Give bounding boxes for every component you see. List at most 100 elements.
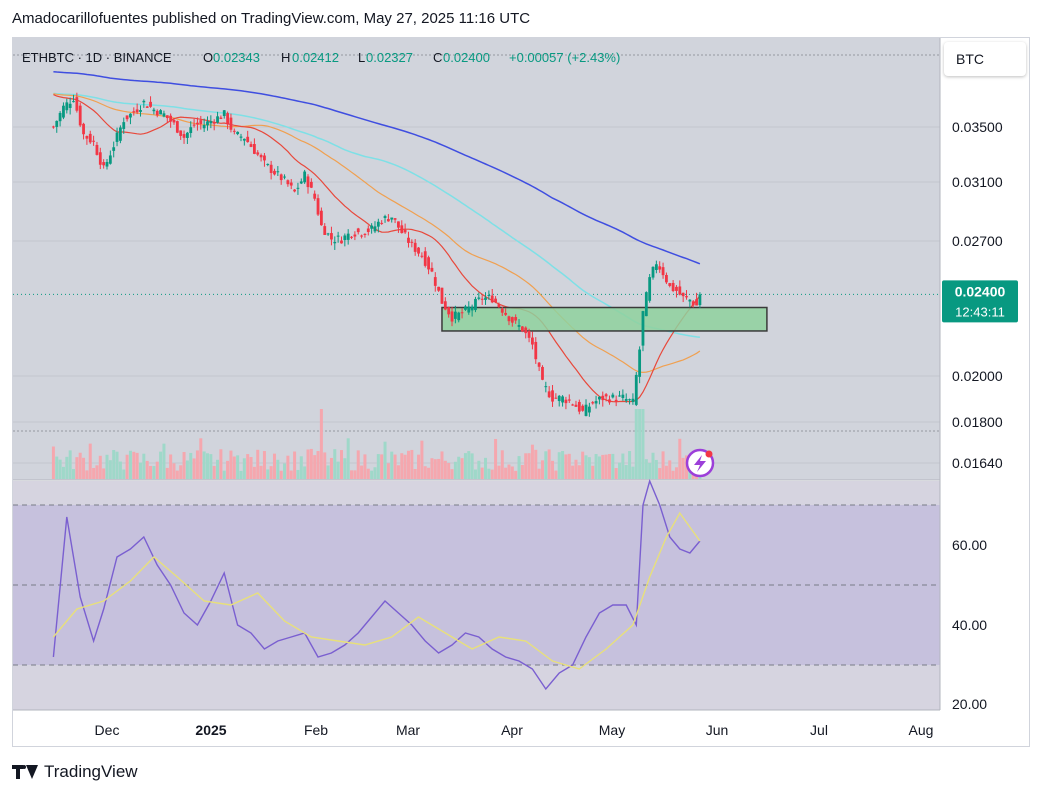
volume-bar (313, 455, 317, 479)
volume-bar (289, 470, 293, 479)
candle-body (500, 308, 504, 313)
volume-bar (256, 449, 260, 479)
volume-bar (477, 460, 481, 479)
candle-body (72, 101, 75, 103)
candle-body (269, 164, 273, 173)
candle-body (440, 287, 444, 304)
candle-body (393, 218, 397, 220)
candle-body (628, 399, 631, 401)
candle-body (427, 257, 430, 270)
candle-body (182, 134, 186, 138)
candle-body (236, 131, 240, 135)
volume-bar (514, 470, 518, 479)
volume-bar (400, 453, 404, 479)
candle-body (490, 295, 494, 303)
volume-bar (447, 462, 451, 479)
candle-body (85, 136, 89, 139)
volume-bar (309, 448, 313, 479)
volume-bar (159, 451, 163, 479)
candle-body (480, 298, 484, 300)
candle-body (326, 233, 330, 235)
candle-body (336, 235, 340, 237)
time-tick-label: Jul (810, 722, 828, 738)
flash-event-icon[interactable] (685, 448, 715, 478)
legend-low-label: L (358, 50, 365, 65)
candle-body (313, 193, 317, 199)
candle-body (319, 210, 323, 226)
volume-bar (346, 438, 350, 479)
last-price-label: 0.02400 (955, 283, 1006, 299)
volume-bar (577, 465, 581, 479)
price-axis-background (941, 38, 1029, 710)
volume-bar (339, 450, 343, 479)
candle-body (266, 163, 270, 165)
candle-body (507, 316, 511, 322)
candle-body (219, 117, 223, 119)
volume-bar (189, 452, 193, 479)
candle-body (175, 121, 179, 133)
candle-body (95, 144, 99, 155)
candle-body (52, 126, 55, 128)
volume-bar (601, 454, 605, 479)
volume-bar (242, 458, 246, 479)
candle-body (403, 229, 407, 233)
candle-body (289, 182, 293, 186)
volume-bar (303, 466, 307, 479)
candle-body (561, 396, 564, 403)
volume-bar (547, 449, 551, 479)
volume-bar (567, 453, 571, 479)
candle-body (644, 292, 648, 317)
volume-bar (78, 452, 82, 479)
candle-body (242, 138, 246, 141)
volume-bar (175, 470, 179, 479)
volume-bar (88, 443, 92, 479)
volume-bar (490, 469, 494, 479)
candle-body (98, 152, 102, 165)
candle-body (695, 299, 698, 306)
volume-bar (487, 468, 491, 479)
candle-body (410, 241, 414, 243)
volume-bar (165, 467, 169, 479)
volume-bar (229, 450, 233, 479)
candle-body (665, 274, 668, 283)
candle-body (581, 405, 585, 411)
candle-body (591, 402, 595, 404)
candle-body (125, 115, 129, 120)
currency-button[interactable]: BTC (944, 42, 1026, 76)
tradingview-logo-icon (12, 765, 38, 779)
volume-bar (406, 450, 410, 479)
candle-body (185, 132, 189, 138)
volume-bar (350, 470, 354, 479)
price-tick-label: 0.02000 (952, 368, 1003, 384)
volume-bar (128, 450, 132, 479)
volume-bar (654, 459, 658, 479)
volume-bar (638, 409, 642, 479)
candle-body (55, 120, 59, 127)
volume-bar (437, 458, 441, 479)
volume-bar (403, 454, 407, 479)
candle-body (611, 394, 615, 398)
volume-bar (185, 460, 189, 479)
support-zone-rect[interactable] (441, 306, 768, 332)
candle-body (641, 311, 645, 346)
tradingview-brand[interactable]: TradingView (12, 762, 138, 782)
volume-bar (484, 457, 488, 479)
candle-body (443, 301, 447, 310)
volume-bar (537, 468, 541, 479)
candle-body (356, 228, 360, 233)
volume-bar (132, 451, 136, 479)
candle-body (514, 317, 518, 321)
candle-body (594, 401, 598, 404)
candle-body (577, 401, 581, 412)
time-tick-label: Feb (304, 722, 328, 738)
candle-body (618, 395, 621, 397)
time-tick-label: Aug (909, 722, 934, 738)
candle-body (685, 296, 688, 298)
candle-body (383, 216, 387, 218)
volume-bar (95, 465, 99, 479)
volume-bar (58, 459, 62, 479)
volume-bar (390, 451, 394, 479)
volume-bar (427, 467, 431, 479)
brand-text: TradingView (44, 762, 138, 781)
